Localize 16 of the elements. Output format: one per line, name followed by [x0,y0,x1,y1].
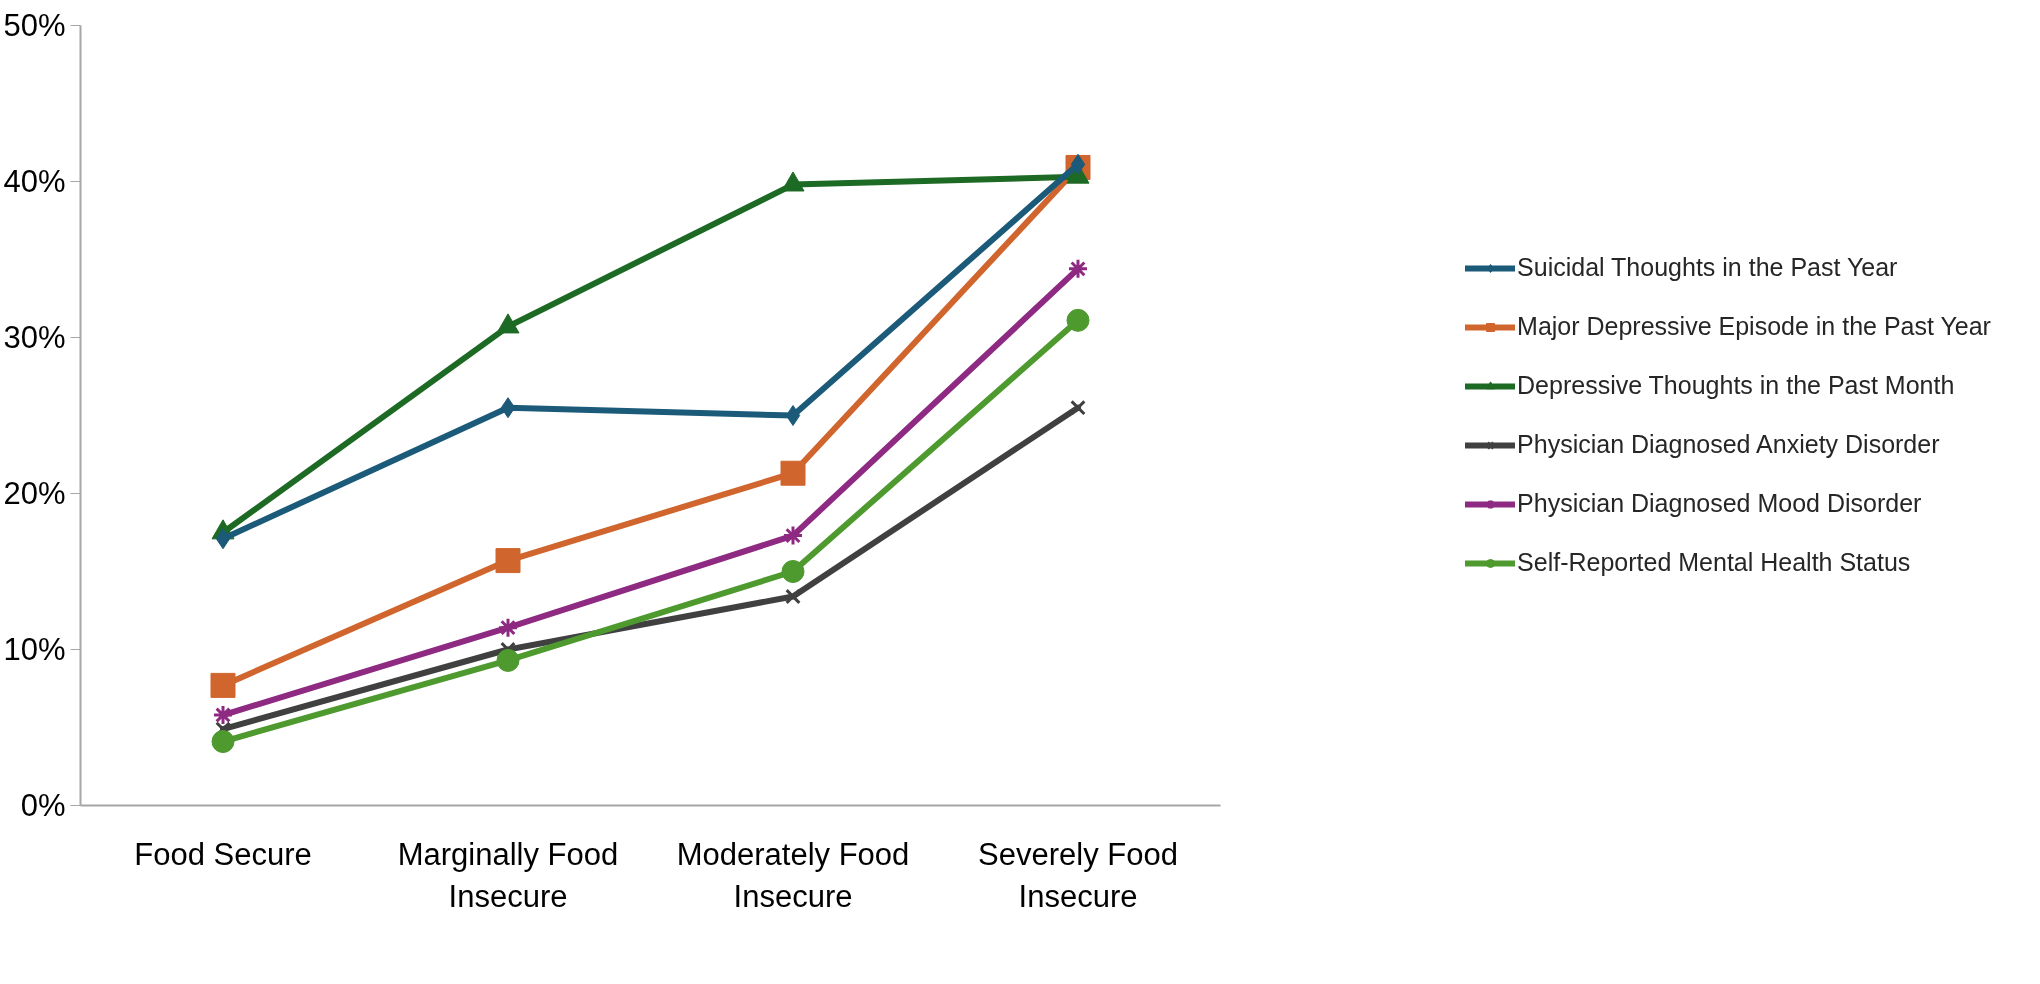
y-tick-label: 10% [3,632,66,667]
y-tick-label: 20% [3,476,66,511]
x-tick-label: Marginally Food Insecure [397,836,619,914]
legend-label: Suicidal Thoughts in the Past Year [1517,253,1898,282]
legend-label: Depressive Thoughts in the Past Month [1517,371,1955,400]
y-tick-label: 30% [3,320,66,355]
legend-label: Major Depressive Episode in the Past Year [1517,312,1991,341]
legend-label: Self-Reported Mental Health Status [1517,548,1911,577]
x-tick-label: Food Secure [134,836,312,872]
y-tick-label: 0% [20,788,66,823]
x-tick-label: Moderately Food Insecure [676,836,910,914]
legend-label: Physician Diagnosed Mood Disorder [1517,489,1922,518]
y-tick-label: 50% [3,8,66,43]
legend-label: Physician Diagnosed Anxiety Disorder [1517,430,1940,459]
x-tick-label: Severely Food Insecure [978,836,1178,914]
y-tick-label: 40% [3,164,66,199]
